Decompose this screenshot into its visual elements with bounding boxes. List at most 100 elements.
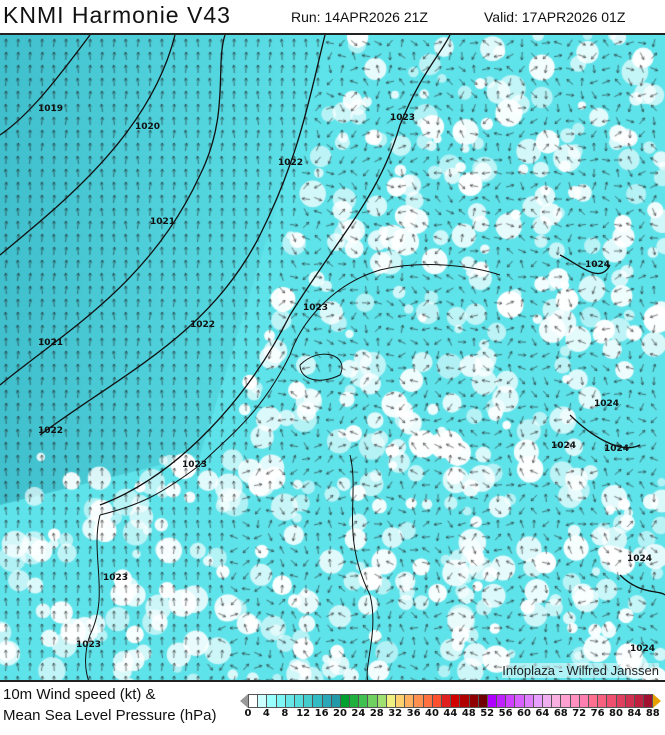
colorbar-swatch (607, 694, 617, 708)
colorbar-swatch (423, 694, 433, 708)
colorbar-swatch (377, 694, 387, 708)
colorbar-tick: 72 (572, 708, 587, 719)
colorbar-tick: 44 (443, 708, 458, 719)
colorbar-swatch (644, 694, 654, 708)
colorbar-swatch (350, 694, 360, 708)
legend-title-line2: Mean Sea Level Pressure (hPa) (3, 707, 217, 724)
colorbar-swatch (625, 694, 635, 708)
colorbar-max-arrow (653, 694, 662, 708)
colorbar-swatch (285, 694, 295, 708)
isobars: 1019 1020 1021 1021 1022 1022 1022 1023 … (0, 35, 665, 680)
colorbar-swatch (598, 694, 608, 708)
colorbar-tick: 80 (609, 708, 623, 719)
svg-text:1024: 1024 (604, 444, 629, 454)
colorbar-swatch (478, 694, 488, 708)
run-time: Run: 14APR2026 21Z (291, 9, 428, 25)
colorbar-swatch (561, 694, 571, 708)
wind-speed-field (0, 35, 665, 680)
isobar-1021 (0, 35, 226, 386)
colorbar-swatch (248, 694, 259, 708)
svg-text:1023: 1023 (76, 640, 101, 650)
colorbar-swatch (616, 694, 626, 708)
svg-text:1022: 1022 (38, 426, 63, 436)
colorbar-swatch (304, 694, 314, 708)
isobar-1022 (39, 35, 326, 436)
colorbar (240, 694, 662, 708)
svg-text:1023: 1023 (103, 573, 128, 583)
credit-text: Infoplaza - Wilfred Janssen (502, 663, 659, 678)
colorbar-swatch (441, 694, 452, 708)
svg-text:1022: 1022 (190, 320, 215, 330)
colorbar-swatch (396, 694, 406, 708)
border (349, 454, 374, 680)
svg-text:1024: 1024 (630, 644, 655, 654)
coastline (85, 264, 501, 680)
colorbar-tick: 16 (314, 708, 329, 719)
svg-text:1023: 1023 (182, 460, 207, 470)
colorbar-tick: 64 (535, 708, 550, 719)
colorbar-tick: 40 (425, 708, 439, 719)
colorbar-tick: 20 (333, 708, 347, 719)
colorbar-swatch (359, 694, 369, 708)
colorbar-tick: 4 (262, 708, 270, 719)
colorbar-swatch (460, 694, 470, 708)
colorbar-tick: 28 (369, 708, 384, 719)
colorbar-swatch (322, 694, 332, 708)
colorbar-tick: 60 (517, 708, 531, 719)
isobar-1019 (0, 35, 91, 136)
colorbar-tick: 76 (590, 708, 605, 719)
colorbar-tick: 56 (498, 708, 513, 719)
colorbar-tick: 12 (296, 708, 311, 719)
colorbar-tick: 68 (553, 708, 568, 719)
colorbar-swatch (497, 694, 507, 708)
colorbar-tick: 0 (244, 708, 252, 719)
colorbar-swatch (258, 694, 268, 708)
colorbar-swatch (588, 694, 599, 708)
colorbar-tick: 52 (480, 708, 495, 719)
colorbar-tick: 24 (351, 708, 366, 719)
colorbar-swatch (414, 694, 424, 708)
colorbar-swatch (405, 694, 415, 708)
svg-text:1024: 1024 (594, 399, 619, 409)
svg-text:1022: 1022 (278, 158, 303, 168)
svg-text:1019: 1019 (38, 104, 63, 114)
isobar-1023 (99, 35, 451, 506)
valid-time: Valid: 17APR2026 01Z (484, 9, 626, 25)
svg-text:1024: 1024 (551, 441, 576, 451)
colorbar-tick: 8 (281, 708, 289, 719)
colorbar-tick: 84 (627, 708, 642, 719)
colorbar-swatch (634, 694, 645, 708)
colorbar-swatch (276, 694, 286, 708)
colorbar-swatch (487, 694, 498, 708)
colorbar-swatch (570, 694, 580, 708)
colorbar-tick: 36 (406, 708, 421, 719)
colorbar-swatch (368, 694, 378, 708)
colorbar-swatch (543, 694, 553, 708)
colorbar-swatch (267, 694, 277, 708)
colorbar-swatch (469, 694, 479, 708)
isobar-1024 (559, 254, 665, 596)
colorbar-swatch (451, 694, 461, 708)
svg-text:1021: 1021 (150, 217, 175, 227)
svg-text:1024: 1024 (627, 554, 652, 564)
colorbar-swatch (313, 694, 323, 708)
model-title: KNMI Harmonie V43 (3, 2, 231, 28)
weather-map: 1019 1020 1021 1021 1022 1022 1022 1023 … (0, 33, 665, 682)
svg-text:1024: 1024 (585, 260, 610, 270)
legend-title-line1: 10m Wind speed (kt) & (3, 686, 156, 703)
colorbar-min-arrow (240, 694, 248, 708)
colorbar-swatch (386, 694, 396, 708)
colorbar-tick: 88 (645, 708, 660, 719)
colorbar-swatch (533, 694, 543, 708)
colorbar-swatch (506, 694, 516, 708)
colorbar-swatch (524, 694, 534, 708)
svg-text:1023: 1023 (390, 113, 415, 123)
svg-text:1023: 1023 (303, 303, 328, 313)
colorbar-swatch (515, 694, 525, 708)
colorbar-swatch (331, 694, 341, 708)
colorbar-swatch (552, 694, 562, 708)
svg-text:1020: 1020 (135, 122, 160, 132)
colorbar-tick: 32 (388, 708, 403, 719)
colorbar-swatch (340, 694, 351, 708)
isobar-1020 (0, 35, 176, 256)
